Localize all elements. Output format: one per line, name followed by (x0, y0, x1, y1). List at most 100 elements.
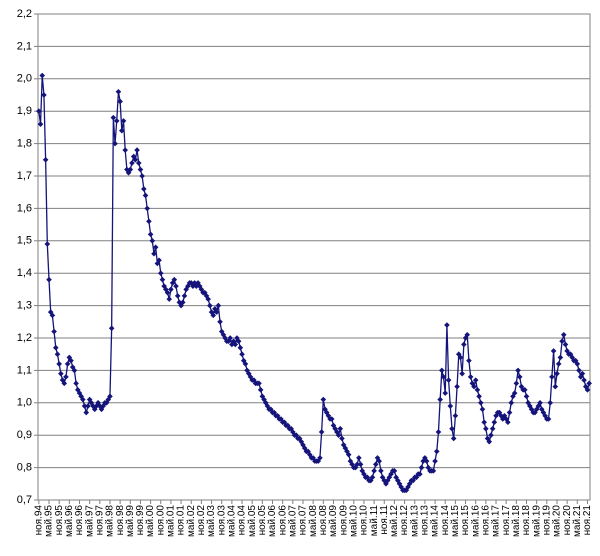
data-point (432, 458, 438, 464)
data-point (239, 351, 245, 357)
data-point (454, 383, 460, 390)
x-tick-label: май.02 (186, 505, 197, 537)
data-point (352, 464, 359, 471)
data-point (515, 367, 521, 374)
data-point (120, 118, 127, 124)
data-point (435, 429, 442, 435)
x-tick-label: май.11 (369, 505, 380, 537)
data-point (85, 403, 91, 409)
data-point (166, 296, 173, 302)
x-tick-label: ноя.09 (338, 505, 349, 536)
data-point (146, 218, 152, 225)
data-point (210, 312, 217, 319)
data-point (76, 390, 83, 396)
data-point (293, 432, 300, 438)
data-point (242, 361, 249, 367)
y-tick-label: 1,2 (17, 332, 32, 344)
x-tick-label: ноя.18 (521, 505, 532, 536)
data-point (564, 348, 570, 354)
data-point (410, 477, 416, 484)
data-point (523, 393, 530, 400)
data-point (489, 425, 496, 432)
data-point (222, 335, 228, 341)
data-point (262, 400, 269, 406)
data-point (506, 409, 513, 416)
x-tick-label: ноя.94 (33, 505, 44, 536)
data-point (144, 205, 151, 212)
data-point (486, 438, 493, 445)
data-point (378, 468, 384, 474)
x-tick-label: май.12 (389, 505, 400, 537)
data-point (349, 461, 355, 468)
data-point (442, 390, 449, 396)
y-tick-label: 0,8 (17, 462, 32, 474)
data-point (469, 380, 476, 387)
data-point (137, 166, 144, 173)
data-point (44, 241, 51, 247)
data-point (334, 429, 340, 435)
data-point (452, 412, 459, 419)
data-point (205, 296, 211, 302)
x-tick-label: май.96 (64, 505, 75, 537)
plot-area (37, 13, 591, 501)
y-tick-label: 1,6 (17, 202, 32, 214)
y-tick-label: 1,5 (17, 235, 32, 247)
data-point (339, 435, 345, 442)
data-point (251, 377, 257, 383)
data-point (157, 270, 164, 276)
data-point (81, 403, 88, 409)
data-point (386, 474, 393, 481)
x-tick-label: май.17 (491, 505, 502, 537)
data-point (549, 374, 555, 380)
x-tick-label: ноя.12 (399, 505, 410, 536)
x-tick-label: ноя.00 (155, 505, 166, 536)
data-point (562, 341, 569, 348)
data-point (373, 461, 379, 468)
data-point (328, 416, 335, 422)
data-point (230, 338, 237, 345)
y-tick-label: 2,2 (17, 8, 32, 20)
data-point (337, 425, 344, 432)
data-point (88, 400, 95, 406)
data-point (95, 400, 101, 406)
data-point (347, 458, 354, 464)
data-point (361, 471, 367, 477)
x-tick-label: май.14 (430, 505, 441, 537)
x-tick-label: ноя.04 (237, 505, 248, 536)
data-point (457, 354, 464, 361)
data-point (586, 380, 592, 387)
data-point (68, 357, 74, 364)
data-point (537, 400, 543, 406)
data-point (320, 396, 327, 403)
data-point (344, 448, 350, 455)
x-tick-label: ноя.14 (440, 505, 451, 536)
y-tick-label: 1,9 (17, 105, 32, 117)
data-point (459, 370, 465, 377)
data-point (264, 403, 271, 409)
y-tick-label: 2,1 (17, 40, 32, 52)
data-point (63, 374, 69, 380)
data-point (37, 121, 44, 127)
x-tick-label: май.19 (531, 505, 542, 537)
data-point (47, 309, 54, 315)
data-point (190, 283, 196, 289)
data-point (437, 396, 443, 403)
data-point (301, 445, 308, 451)
data-point (376, 458, 382, 464)
y-tick-label: 1,1 (17, 364, 32, 376)
data-point (51, 328, 57, 335)
data-point (129, 160, 135, 166)
data-point (369, 474, 376, 481)
data-point (493, 412, 499, 419)
data-point (418, 464, 425, 471)
data-point (115, 88, 122, 95)
x-tick-label: ноя.20 (562, 505, 573, 536)
data-point (405, 484, 411, 490)
data-point (396, 481, 403, 487)
data-point (151, 250, 157, 257)
data-point (164, 289, 171, 296)
x-tick-label: ноя.11 (379, 505, 390, 535)
data-point (108, 325, 115, 332)
data-point (505, 419, 511, 426)
data-point (156, 257, 162, 264)
